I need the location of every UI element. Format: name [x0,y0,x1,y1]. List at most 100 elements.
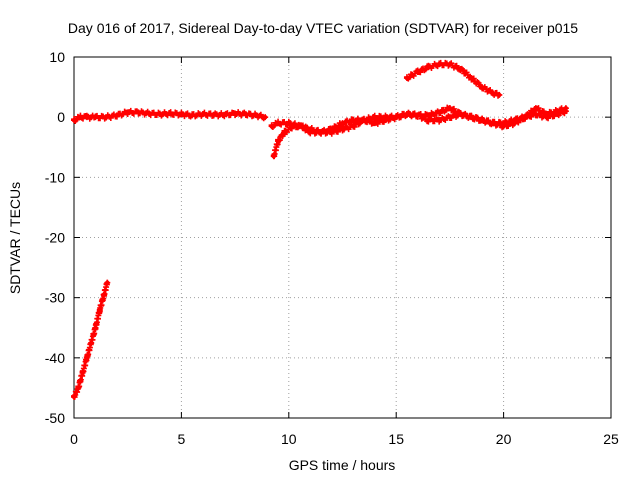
data-point [318,130,324,135]
data-point [125,110,130,115]
data-point [436,110,442,115]
data-point [71,117,77,123]
data-point [200,111,206,117]
data-point [222,112,227,117]
data-point [340,127,345,132]
series-main-track-1 [71,107,269,124]
y-tick-label: -20 [45,230,65,246]
data-point [404,75,410,81]
data-point [372,120,377,126]
data-point [275,120,281,126]
x-tick-label: 25 [603,431,619,447]
y-tick-label: -30 [45,290,65,306]
data-point [383,114,388,120]
data-point [105,280,110,285]
data-point [372,114,377,120]
data-point [447,105,453,111]
data-point [522,114,528,120]
data-point [243,111,249,117]
data-point [211,112,216,117]
data-point [497,92,502,98]
series-early-descent [71,279,111,401]
data-point [563,105,569,111]
data-point [93,325,98,330]
data-point [286,120,291,126]
data-point [84,355,90,361]
series-points [403,59,503,99]
data-point [179,111,184,117]
data-point [80,370,85,376]
ticks [73,56,612,419]
y-tick-label: 10 [49,49,65,65]
data-point [351,123,356,129]
series-points [268,105,569,137]
series-main-track-3 [268,105,569,137]
data-point [297,123,302,129]
data-point [275,139,281,144]
data-point [469,75,474,81]
data-point [555,108,560,114]
data-point [404,111,410,117]
series-upper-arc [403,59,503,99]
chart-title: Day 016 of 2017, Sidereal Day-to-day VTE… [68,20,578,36]
data-point [146,111,152,116]
data-point [533,111,539,117]
data-point [533,105,539,111]
x-tick-label: 0 [70,431,78,447]
data-point [351,117,356,123]
data-point [93,114,98,120]
data-point [104,114,109,120]
data-point [254,113,259,118]
data-point [394,114,399,120]
data-point [361,117,367,123]
x-tick-label: 15 [388,431,404,447]
data-point [329,130,334,135]
data-point [78,114,83,120]
tick-labels: 0 5 10 15 20 25 10 0 -10 -20 -30 -40 -50 [45,49,619,447]
data-point [512,120,517,126]
y-tick-label: -40 [45,350,65,366]
data-point [84,114,90,120]
x-tick-label: 20 [496,431,512,447]
data-point [269,123,274,129]
x-tick-label: 10 [281,431,297,447]
y-tick-label: -10 [45,169,65,185]
data-point [282,130,287,135]
data-point [490,90,496,96]
y-tick-label: 0 [57,109,65,125]
data-point [415,69,420,75]
data-point [340,120,345,126]
data-point [426,117,431,123]
data-point [544,111,549,117]
data-point [232,111,238,116]
data-point [114,113,120,118]
data-point [479,84,485,90]
y-axis-label: SDTVAR / TECUs [7,182,23,294]
data-point [189,113,195,118]
data-point [415,113,420,118]
data-point [479,117,485,123]
data-point [447,62,453,67]
data-point [501,123,506,129]
data-point [436,62,442,67]
data-point [168,111,173,116]
data-points [71,59,569,401]
data-point [71,394,77,400]
data-point [436,117,442,123]
data-point [447,114,453,120]
data-point [76,385,81,391]
data-point [136,110,141,115]
data-point [101,292,107,297]
data-point [88,340,94,345]
series-points [71,107,269,124]
x-axis-label: GPS time / hours [289,457,396,473]
data-point [308,127,313,132]
y-tick-label: -50 [45,410,65,426]
data-point [469,114,474,120]
data-point [426,65,431,70]
data-point [271,154,276,159]
data-point [458,111,463,117]
x-tick-label: 5 [178,431,186,447]
data-point [97,307,102,312]
